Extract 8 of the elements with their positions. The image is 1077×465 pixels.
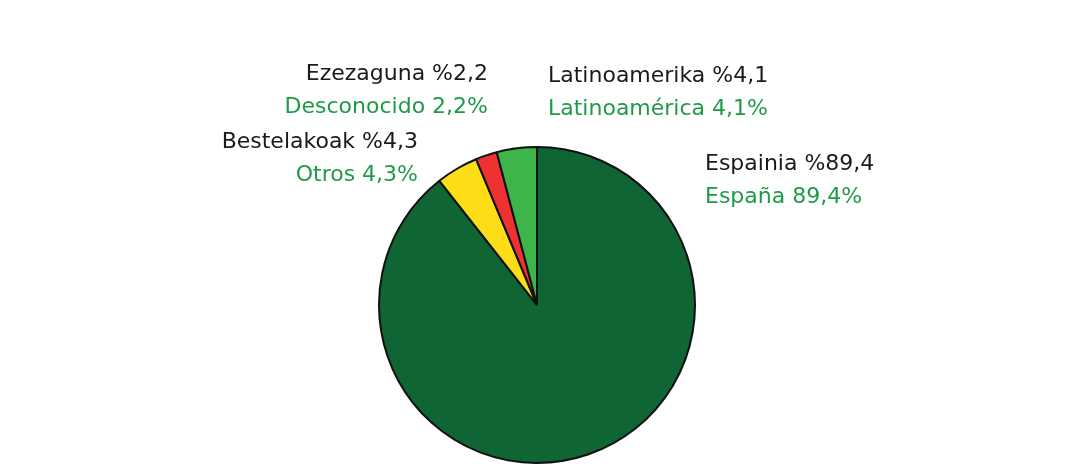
text: Espainia %89,4 <box>705 150 875 175</box>
text: Ezezaguna %2,2 <box>304 60 488 85</box>
text: Latinoamerika %4,1 <box>548 62 769 87</box>
slice-label: España 89,4% <box>705 183 864 208</box>
slice-label: Latinoamérica 4,1% <box>548 95 769 120</box>
text: Bestelakoak %4,3 <box>221 128 418 153</box>
slice-label: Desconocido 2,2% <box>284 93 488 118</box>
slice-label: Otros 4,3% <box>294 161 418 186</box>
